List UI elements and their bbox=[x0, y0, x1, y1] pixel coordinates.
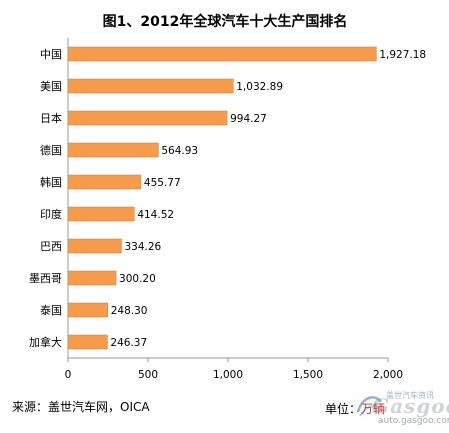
unit-value: 万辆 bbox=[361, 402, 386, 416]
bar bbox=[67, 174, 142, 190]
value-label: 334.26 bbox=[124, 241, 161, 253]
watermark: 盖世汽车资讯 Gasgoo auto.gasgoo.com bbox=[350, 388, 449, 428]
category-label: 韩国 bbox=[40, 175, 62, 189]
value-label: 246.37 bbox=[110, 337, 147, 349]
x-tick-label: 2,000 bbox=[373, 369, 403, 381]
x-tick-label: 1,000 bbox=[213, 369, 243, 381]
value-label: 1,032.89 bbox=[236, 81, 283, 93]
value-label: 414.52 bbox=[137, 209, 174, 221]
watermark-word: Gasgoo bbox=[372, 394, 449, 418]
category-label: 德国 bbox=[40, 143, 62, 157]
gasgoo-logo-icon bbox=[356, 396, 383, 417]
value-label: 564.93 bbox=[161, 145, 198, 157]
bars-layer: 中国 1,927.18 美国 1,032.89 日本 994.27 德国 564.93 韩国 45… bbox=[29, 46, 426, 350]
x-tick-label: 500 bbox=[138, 369, 158, 381]
value-label: 994.27 bbox=[230, 113, 267, 125]
category-label: 墨西哥 bbox=[29, 272, 62, 285]
value-label: 455.77 bbox=[144, 177, 181, 189]
value-label: 300.20 bbox=[119, 273, 156, 285]
category-label: 印度 bbox=[40, 207, 62, 221]
bar bbox=[67, 206, 135, 222]
x-tick-label: 1,500 bbox=[293, 369, 323, 381]
x-tick-label: 0 bbox=[65, 369, 72, 381]
bar bbox=[67, 78, 234, 94]
watermark-cn: 盖世汽车资讯 bbox=[386, 391, 434, 400]
category-label: 日本 bbox=[40, 111, 62, 125]
category-label: 泰国 bbox=[40, 303, 62, 317]
bar bbox=[67, 270, 117, 286]
category-label: 美国 bbox=[40, 80, 62, 93]
category-label: 加拿大 bbox=[29, 335, 62, 349]
watermark-url: auto.gasgoo.com bbox=[378, 416, 449, 426]
value-label: 248.30 bbox=[111, 305, 148, 317]
category-label: 中国 bbox=[40, 48, 62, 61]
bar bbox=[67, 46, 377, 62]
bar bbox=[67, 142, 159, 158]
source-note: 来源：盖世汽车网，OICA bbox=[12, 400, 150, 414]
chart-title: 图1、2012年全球汽车十大生产国排名 bbox=[103, 13, 348, 30]
bar bbox=[67, 238, 122, 254]
unit-note: 单位：万辆 bbox=[325, 400, 385, 417]
unit-label: 单位： bbox=[325, 402, 362, 416]
bar bbox=[67, 302, 108, 318]
bar bbox=[67, 334, 108, 350]
x-axis: 0 500 1,000 1,500 2,000 bbox=[65, 38, 403, 381]
value-label: 1,927.18 bbox=[379, 49, 426, 61]
bar bbox=[67, 110, 228, 126]
category-label: 巴西 bbox=[40, 240, 62, 253]
